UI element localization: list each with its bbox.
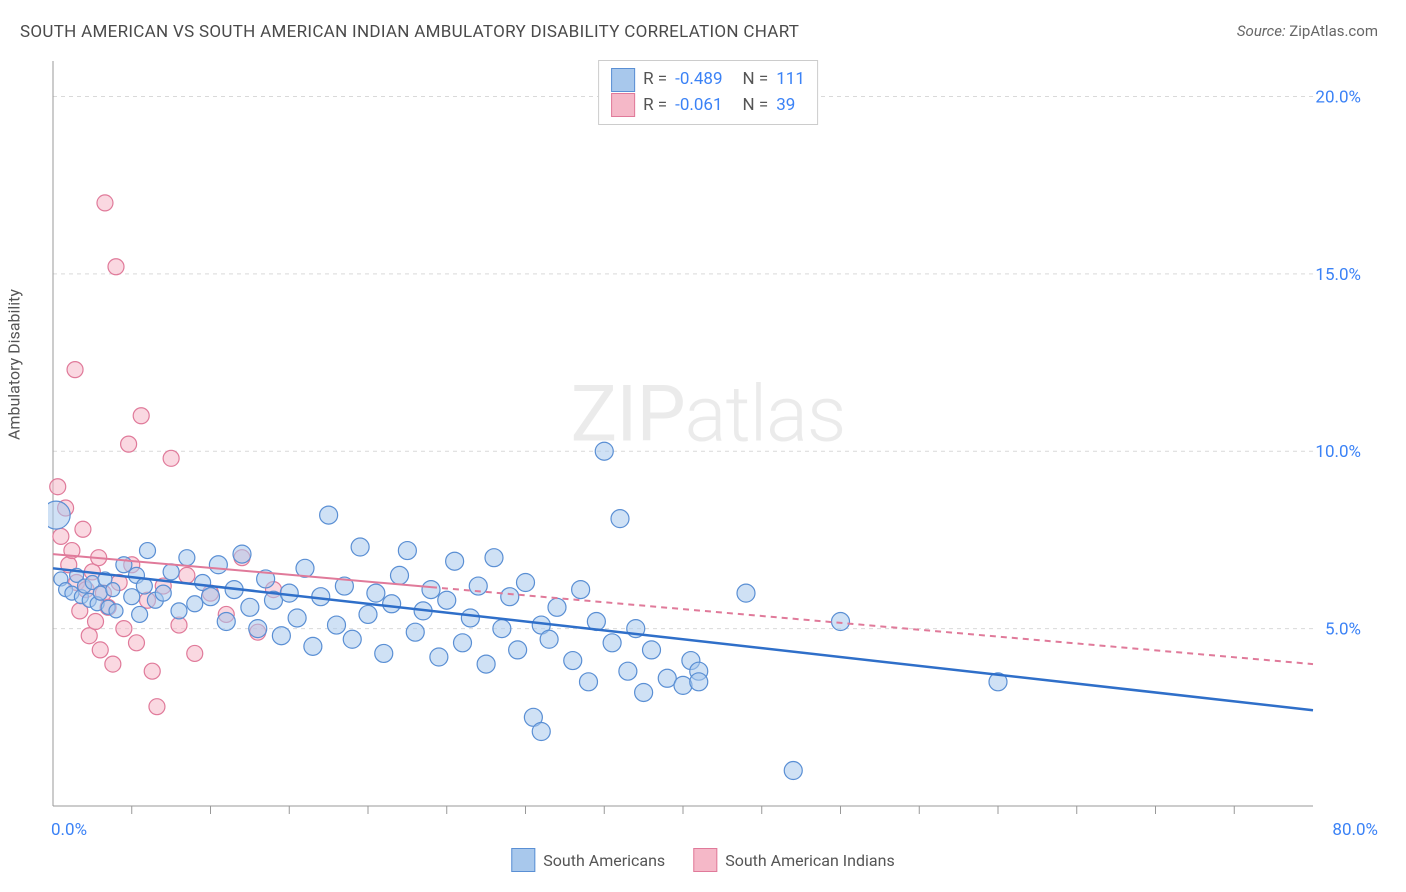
legend-item: South Americans: [511, 848, 665, 872]
svg-text:20.0%: 20.0%: [1315, 87, 1361, 107]
legend-swatch: [611, 68, 635, 92]
legend-stat-row: R = -0.061 N = 39: [611, 93, 805, 119]
legend-n-label: N =: [743, 67, 769, 93]
x-axis-max-label: 80.0%: [1332, 820, 1378, 840]
legend-n-label: N =: [743, 93, 769, 119]
source-label: Source:: [1237, 22, 1286, 40]
legend-stat-row: R = -0.489 N = 111: [611, 67, 805, 93]
y-axis-label: Ambulatory Disability: [5, 289, 24, 440]
legend-swatch: [611, 93, 635, 117]
source-value: ZipAtlas.com: [1289, 22, 1378, 40]
legend-r-label: R =: [643, 67, 667, 93]
series-legend: South Americans South American Indians: [511, 848, 894, 872]
x-axis-min-label: 0.0%: [51, 820, 87, 840]
legend-n-value: 39: [776, 93, 795, 119]
scatter-plot: 5.0%10.0%15.0%20.0% ZIPatlas R =-0.489N …: [48, 56, 1368, 836]
svg-text:5.0%: 5.0%: [1325, 620, 1361, 640]
legend-r-value: -0.489: [675, 67, 722, 93]
legend-r-value: -0.061: [675, 93, 722, 119]
svg-text:10.0%: 10.0%: [1315, 442, 1361, 462]
legend-swatch: [511, 848, 535, 872]
svg-text:15.0%: 15.0%: [1315, 265, 1361, 285]
chart-svg: 5.0% 10.0% 15.0% 20.0%: [48, 56, 1368, 836]
legend-r-label: R =: [643, 93, 667, 119]
source-attribution: Source: ZipAtlas.com: [1237, 22, 1378, 40]
legend-label: South American Indians: [725, 851, 895, 870]
chart-title: SOUTH AMERICAN VS SOUTH AMERICAN INDIAN …: [20, 22, 799, 42]
correlation-legend: R = -0.489 N = 111 R = -0.061 N = 39: [598, 60, 818, 125]
legend-swatch: [693, 848, 717, 872]
legend-label: South Americans: [543, 851, 665, 870]
legend-item: South American Indians: [693, 848, 895, 872]
legend-n-value: 111: [776, 67, 805, 93]
